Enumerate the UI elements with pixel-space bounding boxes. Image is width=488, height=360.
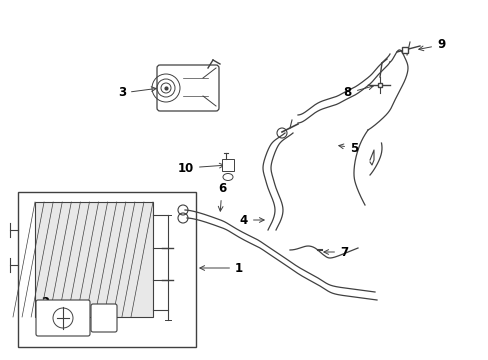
Text: 7: 7 — [323, 246, 347, 258]
Ellipse shape — [223, 174, 232, 180]
Text: 9: 9 — [418, 39, 445, 51]
FancyBboxPatch shape — [91, 304, 117, 332]
Text: 10: 10 — [177, 162, 224, 175]
Text: 1: 1 — [200, 261, 243, 274]
Text: 2: 2 — [41, 296, 49, 309]
Bar — [222, 159, 234, 171]
Text: 5: 5 — [338, 141, 358, 154]
FancyBboxPatch shape — [157, 65, 219, 111]
Bar — [18, 192, 196, 347]
Text: 6: 6 — [218, 182, 225, 211]
FancyBboxPatch shape — [36, 300, 90, 336]
Text: 3: 3 — [118, 86, 156, 99]
Text: 4: 4 — [239, 213, 264, 226]
Text: 8: 8 — [343, 85, 372, 99]
Bar — [35, 202, 153, 317]
Text: 2: 2 — [64, 311, 83, 324]
